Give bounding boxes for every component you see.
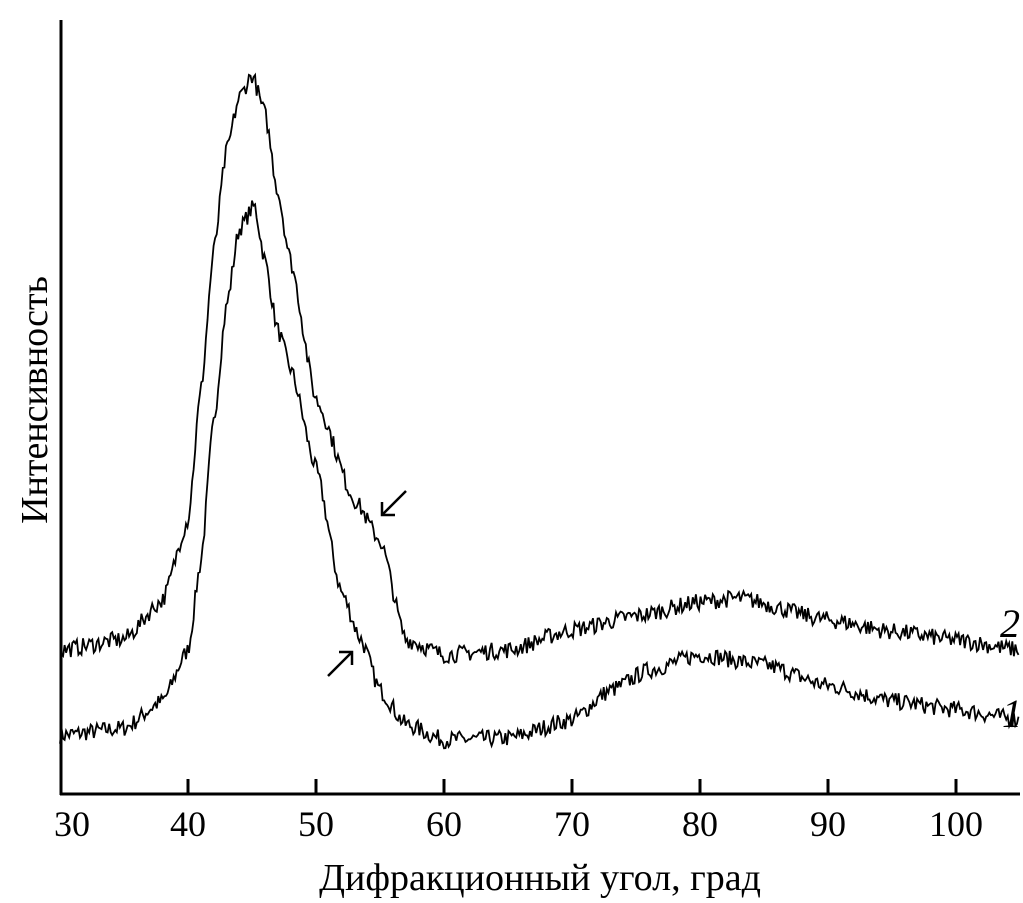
series-2-line — [59, 72, 1020, 665]
y-axis-label: Интенсивность — [14, 276, 56, 524]
x-tick-label: 40 — [170, 804, 206, 844]
x-tick-label: 60 — [426, 804, 462, 844]
x-axis-label: Дифракционный угол, град — [319, 857, 761, 899]
x-tick-label: 100 — [929, 804, 983, 844]
x-tick-label: 90 — [810, 804, 846, 844]
x-tick-label: 30 — [54, 804, 90, 844]
arrow-icon-down-left — [380, 490, 407, 517]
series-1-line — [59, 200, 1020, 750]
x-tick-label: 70 — [554, 804, 590, 844]
series-1-label: 1 — [1002, 691, 1022, 736]
x-tick-label: 80 — [682, 804, 718, 844]
x-tick-label: 50 — [298, 804, 334, 844]
series-2-label: 2 — [1000, 601, 1020, 646]
arrow-icon-up-right — [327, 650, 354, 677]
